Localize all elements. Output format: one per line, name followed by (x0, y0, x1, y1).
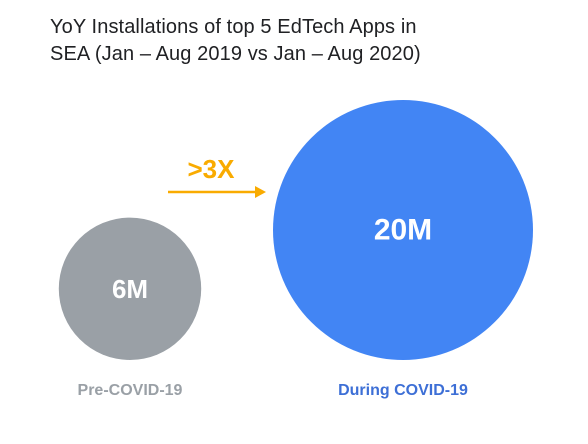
bubble-value-label-pre-covid: 6M (112, 274, 148, 304)
chart-title-line-2: SEA (Jan – Aug 2019 vs Jan – Aug 2020) (50, 43, 421, 65)
growth-annotation: >3X (168, 154, 266, 198)
bubble-during-covid (273, 100, 533, 360)
multiplier-label: >3X (188, 154, 236, 184)
category-label-during-covid: During COVID-19 (338, 382, 468, 399)
bubble-pre-covid (58, 217, 202, 360)
category-label-pre-covid: Pre-COVID-19 (77, 382, 183, 399)
arrow-right-icon (255, 186, 266, 198)
bubbles-group: 6M 20M (58, 100, 533, 360)
chart-title-line-1: YoY Installations of top 5 EdTech Apps i… (50, 16, 417, 38)
chart-title: YoY Installations of top 5 EdTech Apps i… (50, 14, 520, 68)
bubble-value-label-during-covid: 20M (374, 214, 432, 247)
